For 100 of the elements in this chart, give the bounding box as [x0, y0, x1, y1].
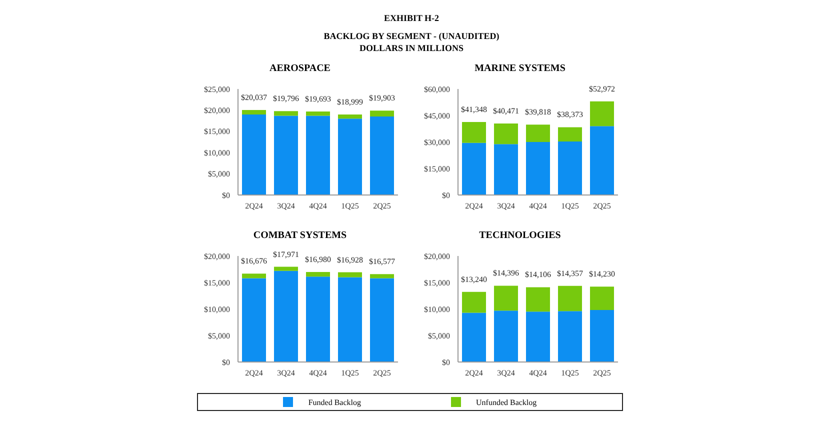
chart-title: AEROSPACE — [268, 63, 332, 76]
bar — [558, 127, 582, 142]
total-label: $16,928 — [337, 255, 363, 264]
y-tick-label: $15,000 — [204, 278, 230, 288]
total-label: $16,577 — [369, 257, 395, 266]
y-tick-label: $15,000 — [424, 278, 450, 288]
bar — [462, 292, 486, 313]
y-tick-label: $60,000 — [424, 84, 450, 94]
x-tick-label: 3Q24 — [497, 202, 515, 211]
bar — [242, 114, 266, 195]
y-tick-label: $20,000 — [424, 252, 450, 261]
x-tick-label: 2Q25 — [593, 368, 611, 378]
total-label: $14,230 — [589, 270, 615, 279]
bar — [338, 272, 362, 278]
bar — [526, 124, 550, 142]
total-label: $14,396 — [493, 268, 519, 278]
bar — [590, 126, 614, 195]
total-label: $39,818 — [525, 108, 551, 117]
total-label: $14,357 — [557, 268, 583, 278]
x-tick-label: 2Q25 — [373, 368, 391, 378]
bar — [242, 110, 266, 114]
bar — [274, 111, 298, 116]
bar — [590, 101, 614, 126]
x-tick-label: 4Q24 — [309, 202, 327, 211]
text: EXHIBIT H-2 — [382, 12, 440, 24]
bar — [494, 144, 518, 195]
bar — [338, 277, 362, 362]
chart-title: MARINE SYSTEMS — [474, 63, 566, 76]
bar — [462, 142, 486, 195]
x-tick-label: 4Q24 — [309, 368, 327, 378]
total-label: $40,471 — [493, 106, 519, 116]
bar — [306, 112, 330, 116]
bar — [274, 116, 298, 195]
x-tick-label: 1Q25 — [341, 202, 359, 211]
bar — [306, 276, 330, 362]
legend-label: Unfunded Backlog — [476, 398, 537, 406]
bar — [338, 114, 362, 119]
bar — [558, 311, 582, 362]
total-label: $16,676 — [241, 256, 267, 266]
x-tick-label: 2Q24 — [245, 202, 263, 211]
bar — [494, 310, 518, 362]
bar — [558, 141, 582, 195]
bar — [590, 310, 614, 362]
bar — [526, 312, 550, 362]
y-tick-label: $10,000 — [424, 304, 450, 314]
bar — [462, 122, 486, 143]
total-label: $14,106 — [525, 270, 551, 280]
y-tick-label: $10,000 — [204, 304, 230, 314]
bar — [306, 116, 330, 195]
x-tick-label: 1Q25 — [341, 368, 359, 378]
y-tick-label: $0 — [222, 190, 230, 200]
total-label: $41,348 — [461, 104, 487, 114]
bar — [242, 274, 266, 278]
total-label: $16,980 — [305, 255, 331, 264]
total-label: $19,796 — [273, 94, 299, 104]
bar — [558, 286, 582, 312]
total-label: $13,240 — [461, 274, 487, 284]
bar — [370, 116, 394, 195]
bar — [338, 118, 362, 195]
x-tick-label: 1Q25 — [561, 368, 579, 378]
chart-title: TECHNOLOGIES — [478, 230, 562, 243]
bar — [306, 272, 330, 277]
total-label: $38,373 — [557, 110, 583, 120]
x-tick-label: 2Q24 — [245, 368, 263, 378]
y-tick-label: $20,000 — [204, 252, 230, 261]
chart-title: COMBAT SYSTEMS — [252, 230, 348, 243]
y-tick-label: $0 — [442, 358, 450, 367]
bar — [462, 312, 486, 362]
bar — [526, 142, 550, 195]
text: DOLLARS IN MILLIONS — [358, 42, 465, 54]
bar — [370, 274, 394, 278]
y-tick-label: $10,000 — [204, 148, 230, 158]
bar — [526, 287, 550, 312]
x-tick-label: 3Q24 — [277, 368, 295, 378]
x-tick-label: 2Q24 — [465, 202, 483, 211]
x-tick-label: 4Q24 — [529, 368, 547, 378]
x-tick-label: 2Q25 — [373, 202, 391, 211]
bar — [370, 278, 394, 362]
bar — [494, 286, 518, 311]
total-label: $20,037 — [241, 93, 267, 102]
bar — [274, 270, 298, 362]
legend-label: Funded Backlog — [308, 398, 361, 406]
y-tick-label: $15,000 — [424, 164, 450, 174]
bar — [494, 124, 518, 144]
x-tick-label: 3Q24 — [497, 368, 515, 378]
bar — [274, 266, 298, 271]
x-tick-label: 3Q24 — [277, 202, 295, 211]
y-tick-label: $45,000 — [424, 111, 450, 120]
y-tick-label: $30,000 — [424, 138, 450, 147]
y-tick-label: $20,000 — [204, 106, 230, 116]
x-tick-label: 2Q24 — [465, 368, 483, 378]
x-tick-label: 4Q24 — [529, 202, 547, 211]
total-label: $19,903 — [369, 94, 395, 103]
x-tick-label: 2Q25 — [593, 202, 611, 211]
text: BACKLOG BY SEGMENT - (UNAUDITED) — [322, 30, 500, 42]
y-tick-label: $5,000 — [208, 170, 230, 179]
y-tick-label: $15,000 — [204, 127, 230, 136]
bar — [242, 278, 266, 362]
total-label: $52,972 — [589, 84, 615, 94]
total-label: $18,999 — [337, 97, 363, 106]
